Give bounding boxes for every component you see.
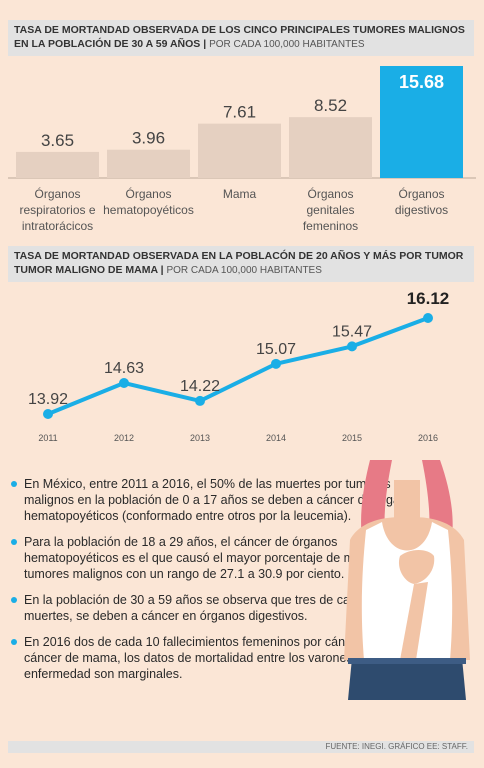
bar-category-label: Órganos xyxy=(125,186,171,201)
line-value-label: 15.47 xyxy=(332,323,372,340)
bullet-item: En México, entre 2011 a 2016, el 50% de … xyxy=(10,476,428,524)
bullet-item: Para la población de 18 a 29 años, el cá… xyxy=(10,534,428,582)
line-series xyxy=(47,316,429,416)
bar-value-label: 8.52 xyxy=(314,96,347,115)
bar-category-label: femeninos xyxy=(303,219,358,233)
line-point xyxy=(195,395,205,406)
bar-category-label: hematopoyéticos xyxy=(103,203,194,217)
line-point xyxy=(423,313,433,323)
woman-illustration-icon xyxy=(344,460,470,700)
bar-value-label: 7.61 xyxy=(223,103,256,122)
line-chart: 13.92 2011 14.63 2012 14.22 2013 15.07 2014 15.4… xyxy=(28,289,450,443)
bar-chart: 3.65 Órganos respiratorios e intratorácicos… xyxy=(8,66,476,233)
bar-value-label: 3.65 xyxy=(41,131,74,150)
line-point xyxy=(271,358,281,369)
line-chart-title: TASA DE MORTANDAD OBSERVADA EN LA POBLAC… xyxy=(14,250,464,276)
bar xyxy=(107,149,190,178)
line-value-label: 14.22 xyxy=(180,378,220,395)
bar-chart-header: TASA DE MORTANDAD OBSERVADA DE LOS CINCO… xyxy=(8,20,474,56)
line-value-label: 13.92 xyxy=(28,391,68,408)
bullet-dot-icon xyxy=(11,481,17,487)
bar xyxy=(289,117,372,178)
bar-value-label: 3.96 xyxy=(132,129,165,148)
line-value-label: 15.07 xyxy=(256,341,296,358)
bar-value-label: 15.68 xyxy=(399,72,444,92)
bar-chart-title: TASA DE MORTANDAD OBSERVADA DE LOS CINCO… xyxy=(14,24,465,50)
bar-category-label: genitales xyxy=(306,203,354,217)
x-tick-label: 2014 xyxy=(266,433,286,443)
source-footer: FUENTE: INEGI. GRÁFICO EE: STAFF. xyxy=(8,741,474,753)
bullet-dot-icon xyxy=(11,597,17,603)
bar-category-label: Órganos xyxy=(398,186,444,201)
bullet-dot-icon xyxy=(11,639,17,645)
bar-category-label: digestivos xyxy=(395,203,448,217)
bullet-dot-icon xyxy=(11,539,17,545)
line-chart-header: TASA DE MORTANDAD OBSERVADA EN LA POBLAC… xyxy=(8,246,474,282)
x-tick-label: 2012 xyxy=(114,433,134,443)
bar-chart-subtitle: POR CADA 100,000 HABITANTES xyxy=(209,39,365,50)
line-chart-subtitle: POR CADA 100,000 HABITANTES xyxy=(166,265,322,276)
x-tick-label: 2011 xyxy=(38,433,57,443)
source-text: FUENTE: INEGI. GRÁFICO EE: STAFF. xyxy=(325,742,468,751)
bullet-list: En México, entre 2011 a 2016, el 50% de … xyxy=(10,476,428,692)
bullet-item: En 2016 dos de cada 10 fallecimientos fe… xyxy=(10,634,428,682)
line-point xyxy=(347,341,357,352)
x-tick-label: 2016 xyxy=(418,433,438,443)
x-tick-label: 2015 xyxy=(342,433,362,443)
bar-category-label: Mama xyxy=(223,187,257,201)
line-point xyxy=(119,378,129,389)
bullet-item: En la población de 30 a 59 años se obser… xyxy=(10,592,428,624)
line-value-label: 14.63 xyxy=(104,360,144,377)
line-value-label: 16.12 xyxy=(407,289,450,308)
line-point xyxy=(43,409,53,419)
bar xyxy=(198,123,281,178)
x-tick-label: 2013 xyxy=(190,433,210,443)
bar-category-label: intratorácicos xyxy=(22,219,93,233)
bar xyxy=(16,151,99,178)
bar-category-label: Órganos xyxy=(34,186,80,201)
bar-category-label: Órganos xyxy=(307,186,353,201)
bar xyxy=(380,66,463,178)
bar-category-label: respiratorios e xyxy=(19,203,95,217)
